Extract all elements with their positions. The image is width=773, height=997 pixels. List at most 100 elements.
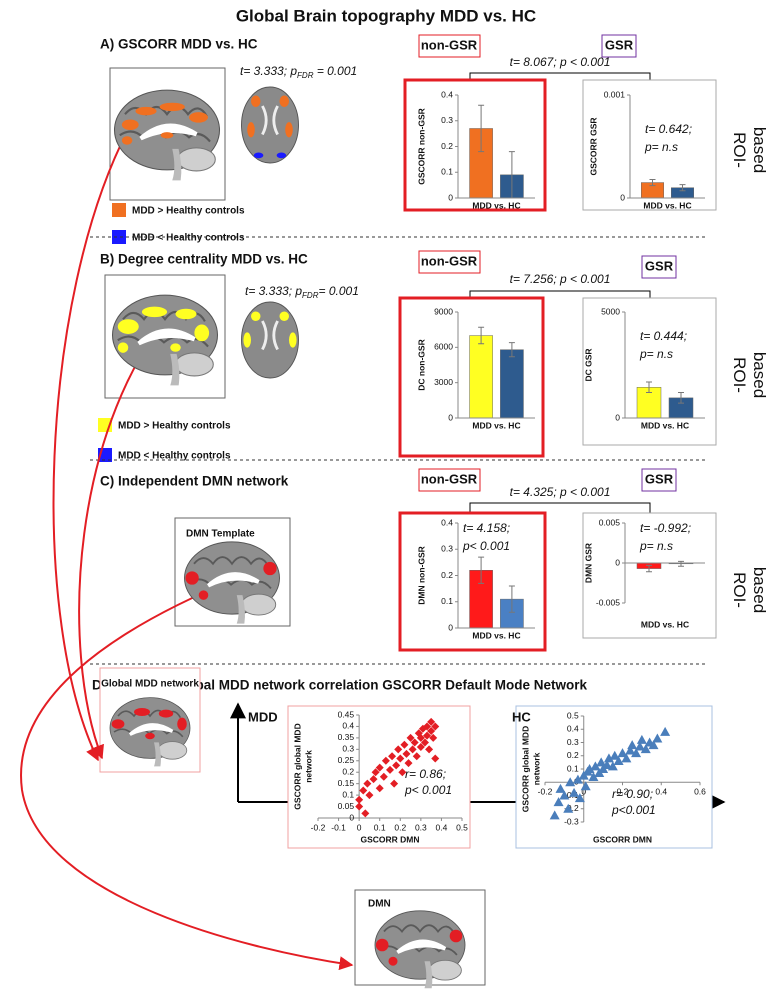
point: [574, 793, 585, 803]
condition-box: [641, 468, 677, 492]
activation-blob: [121, 136, 133, 145]
comparison-stat: t= 4.325; p < 0.001: [510, 485, 611, 499]
stat-part: t= 3.333; p: [240, 64, 297, 78]
activation-blob: [145, 732, 155, 740]
legend-text: MDD < Healthy controls: [132, 233, 245, 244]
activation-blob: [253, 152, 264, 159]
point: [634, 741, 645, 751]
point: [569, 787, 580, 797]
corpus-callosum: [139, 123, 198, 141]
stat-part: = 0.001: [319, 284, 359, 298]
activation-blob: [285, 122, 293, 138]
condition-label: non-GSR: [421, 253, 478, 268]
comparison-stat: t= 7.256; p < 0.001: [510, 272, 611, 286]
side-line: ROI-: [730, 572, 749, 608]
point: [400, 740, 409, 749]
point: [402, 749, 411, 758]
x-axis-label: MDD vs. HC: [641, 619, 689, 629]
annotation: p= n.s: [644, 140, 678, 154]
comparison-stat: t= 8.067; p < 0.001: [510, 55, 611, 69]
legend-text: MDD > Healthy controls: [118, 421, 231, 432]
y-tick-label: 0.4: [441, 517, 453, 527]
y-tick-label: 0.1: [567, 763, 579, 773]
error-bar: [646, 564, 652, 573]
error-bar: [478, 104, 485, 153]
point: [406, 733, 415, 742]
link-arrow: [20, 577, 354, 971]
point: [636, 734, 647, 744]
error-bar: [679, 184, 686, 192]
point: [388, 752, 397, 761]
side-line: based: [750, 352, 769, 398]
y-tick-label: 0.3: [342, 744, 354, 754]
point: [425, 745, 434, 754]
point: [631, 748, 642, 758]
y-tick-label: 3000: [434, 377, 453, 387]
y-tick-label: 0: [349, 812, 354, 822]
brain-image: [113, 89, 221, 181]
brain-image: [109, 697, 191, 767]
point: [355, 802, 364, 811]
point: [596, 757, 607, 767]
annotation: r= 0.86;: [405, 767, 446, 781]
panel-heading: B) Degree centrality MDD vs. HC: [100, 252, 308, 267]
point: [355, 795, 364, 804]
condition-box: [601, 34, 637, 58]
image-label: DMN: [368, 899, 391, 910]
point: [553, 797, 564, 807]
axial-image: [241, 86, 299, 164]
annotation: t= 0.642;: [645, 122, 692, 136]
cerebellum: [174, 352, 214, 377]
point: [365, 791, 374, 800]
point: [396, 754, 405, 763]
y-tick-label: 0.3: [567, 737, 579, 747]
point: [588, 771, 599, 781]
y-tick-label: 0.2: [441, 570, 453, 580]
point: [398, 768, 407, 777]
activation-blob: [289, 332, 297, 348]
cerebellum: [241, 593, 277, 616]
point: [379, 772, 388, 781]
point: [580, 781, 591, 791]
point: [410, 738, 419, 747]
y-tick-label: 0.3: [441, 115, 453, 125]
point: [613, 756, 624, 766]
brainstem: [172, 148, 182, 181]
point: [549, 810, 560, 820]
x-tick-label: 0.3: [415, 822, 427, 832]
point: [652, 733, 663, 743]
y-axis-label: DC non-GSR: [416, 339, 426, 390]
bracket: [469, 290, 651, 300]
y-tick-label: 0.1: [441, 596, 453, 606]
y-tick-label: 0.15: [338, 778, 355, 788]
panel-heading: A) GSCORR MDD vs. HC: [100, 37, 258, 52]
point: [607, 761, 618, 771]
annotation: t= 0.444;: [640, 329, 687, 343]
activation-blob: [158, 709, 174, 718]
panel-heading: D) GSCORR Global MDD network correlation…: [92, 678, 588, 693]
point: [361, 809, 370, 818]
x-tick-label: 0.1: [374, 822, 386, 832]
corpus-callosum: [396, 939, 447, 954]
condition-label: non-GSR: [421, 471, 478, 486]
side-line: based: [750, 567, 769, 613]
x-axis-label: MDD vs. HC: [472, 420, 520, 430]
y-tick-label: 0.4: [441, 89, 453, 99]
brainstem: [236, 595, 245, 624]
x-axis-label: MDD vs. HC: [472, 200, 520, 210]
x-tick-label: 0.4: [655, 787, 667, 797]
bar: [500, 349, 524, 419]
point: [555, 783, 566, 793]
error-bar: [678, 560, 684, 567]
point: [381, 756, 390, 765]
y-tick-label: 0: [615, 412, 620, 422]
y-tick-label: 0.4: [567, 724, 579, 734]
annotation: p< 0.001: [462, 539, 510, 553]
legend-swatch: [112, 203, 126, 217]
point: [359, 786, 368, 795]
y-tick-label: 5000: [601, 306, 620, 316]
point: [423, 722, 432, 731]
activation-blob: [449, 929, 463, 943]
point: [427, 717, 436, 726]
